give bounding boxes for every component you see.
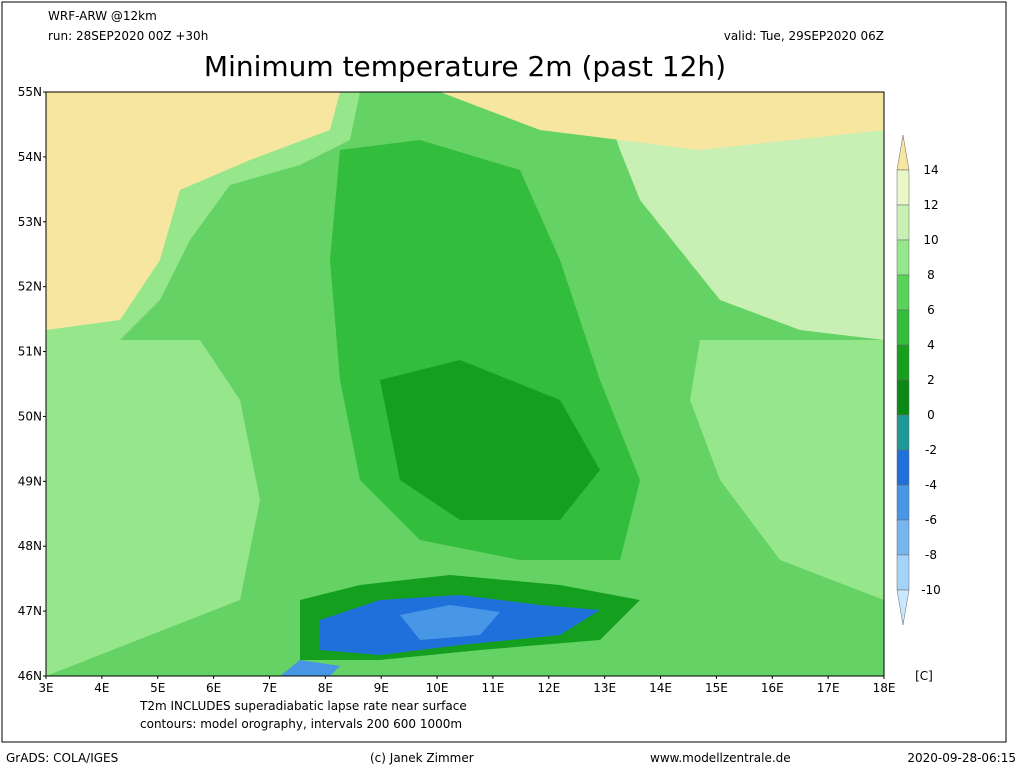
footer-copyright: (c) Janek Zimmer [370, 751, 474, 765]
colorbar-label: 10 [923, 233, 938, 247]
lon-label: 18E [873, 681, 896, 695]
colorbar-segment [896, 589, 910, 626]
colorbar-label: -6 [925, 513, 937, 527]
lon-label: 14E [649, 681, 672, 695]
lon-label: 13E [593, 681, 616, 695]
footer-timestamp: 2020-09-28-06:15 [907, 751, 1016, 765]
colorbar-segment [896, 449, 910, 486]
colorbar-label: 4 [927, 338, 935, 352]
colorbar-label: 8 [927, 268, 935, 282]
colorbar-segment [896, 519, 910, 556]
lon-label: 6E [206, 681, 221, 695]
colorbar-segment [896, 484, 910, 521]
lat-label: 52N [18, 280, 42, 294]
colorbar-label: 0 [927, 408, 935, 422]
lat-label: 49N [18, 474, 42, 488]
colorbar-label: 14 [923, 163, 938, 177]
unit-label: [C] [915, 669, 933, 683]
footer-software: GrADS: COLA/IGES [6, 751, 118, 765]
note-2: contours: model orography, intervals 200… [140, 717, 462, 731]
lat-label: 47N [18, 604, 42, 618]
lon-label: 8E [318, 681, 333, 695]
model-label: WRF-ARW @12km [48, 9, 157, 23]
lat-label: 55N [18, 85, 42, 99]
map-field [46, 92, 884, 676]
colorbar-segment [896, 554, 910, 591]
lon-label: 11E [482, 681, 505, 695]
lat-label: 54N [18, 150, 42, 164]
lat-label: 46N [18, 669, 42, 683]
title: Minimum temperature 2m (past 12h) [204, 50, 726, 83]
lon-label: 15E [705, 681, 728, 695]
lat-label: 53N [18, 215, 42, 229]
colorbar-label: 2 [927, 373, 935, 387]
colorbar-label: -4 [925, 478, 937, 492]
lon-label: 5E [150, 681, 165, 695]
colorbar-segment [896, 239, 910, 276]
colorbar-segment [896, 274, 910, 311]
colorbar-label: -2 [925, 443, 937, 457]
colorbar-label: -8 [925, 548, 937, 562]
valid-label: valid: Tue, 29SEP2020 06Z [724, 29, 884, 43]
note-1: T2m INCLUDES superadiabatic lapse rate n… [139, 699, 467, 713]
lat-label: 51N [18, 345, 42, 359]
lat-label: 48N [18, 539, 42, 553]
lon-label: 12E [537, 681, 560, 695]
lon-label: 16E [761, 681, 784, 695]
lon-label: 17E [817, 681, 840, 695]
footer-website: www.modellzentrale.de [650, 751, 791, 765]
lon-label: 9E [374, 681, 389, 695]
lon-label: 10E [426, 681, 449, 695]
colorbar-segment [896, 379, 910, 416]
colorbar-segment [896, 414, 910, 451]
map-border [45, 91, 885, 677]
colorbar-label: 12 [923, 198, 938, 212]
colorbar-segment [896, 344, 910, 381]
run-label: run: 28SEP2020 00Z +30h [48, 29, 208, 43]
colorbar-segment [896, 309, 910, 346]
lat-label: 50N [18, 409, 42, 423]
colorbar-label: -10 [921, 583, 941, 597]
lon-label: 7E [262, 681, 277, 695]
lon-label: 4E [94, 681, 109, 695]
colorbar-label: 6 [927, 303, 935, 317]
colorbar-segment [896, 169, 910, 206]
lon-label: 3E [38, 681, 53, 695]
colorbar-segment [896, 204, 910, 241]
